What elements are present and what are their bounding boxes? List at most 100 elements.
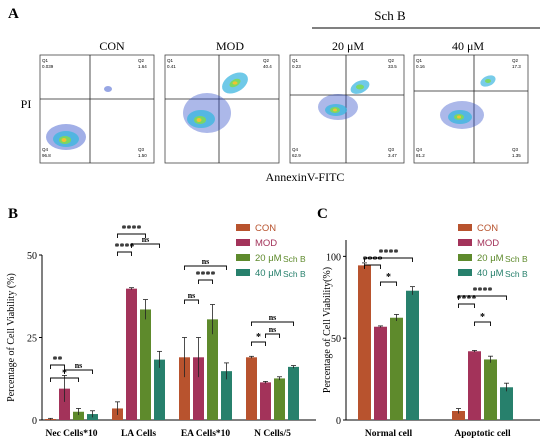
quadrant-q3-value: 1.35 [512,153,521,158]
significance-label: * [62,368,67,379]
quadrant-q2-name: Q2 [263,58,270,63]
flow-panel-20um: Q1 0.23 Q2 33.5 Q4 62.9 Q3 3.47 [289,54,405,164]
flow-dot-cloud [440,75,496,129]
significance-label: **** [473,286,493,297]
bar [274,378,285,420]
pi-axis-label: PI [21,97,32,111]
significance-bracket [265,333,280,338]
quadrant-q1-name: Q1 [42,58,49,63]
quadrant-q4-value: 96.8 [42,153,51,158]
bar [246,357,257,420]
significance-bracket [131,243,160,248]
sch-b-group-label: Sch B [374,8,406,23]
quadrant-q2-value: 17.3 [512,64,521,69]
quadrant-q1-name: Q1 [292,58,299,63]
y-tick-label: 0 [336,416,341,427]
flow-dot-cloud [183,72,248,133]
bar [154,359,165,420]
chart-b: 0 25 50 Percentage of Cell Viability (%) Nec… [6,223,316,439]
significance-bracket [474,321,491,326]
bar [288,366,299,420]
x-category-label: Apoptotic cell [454,429,511,439]
quadrant-q2-name: Q2 [388,58,395,63]
y-tick-label: 100 [326,252,341,263]
significance-label: * [386,272,391,283]
significance-bracket [50,377,79,382]
significance-bracket [364,264,381,269]
legend-label: 20 μM [255,253,282,264]
quadrant-q4-value: 81.2 [416,153,425,158]
quadrant-q3-value: 1.50 [138,153,147,158]
significance-label: **** [122,224,142,235]
legend-label: CON [477,223,498,234]
bar [260,382,271,420]
bar [126,288,137,420]
quadrant-q4-value: 62.9 [292,153,301,158]
quadrant-q1-name: Q1 [167,58,174,63]
quadrant-q1-value: 0.23 [292,64,301,69]
quadrant-q1-value: 0.039 [42,64,54,69]
quadrant-q4-name: Q4 [42,147,49,152]
legend-swatch [236,269,250,276]
significance-label: **** [363,255,383,266]
bar [207,319,218,420]
flow-panel-title-40um: 40 μM [452,39,484,53]
panel-a-label: A [8,6,19,22]
bar [179,357,190,420]
significance-label: **** [379,248,399,259]
legend-swatch [236,239,250,246]
y-tick-label: 0 [32,416,37,427]
bar [374,326,387,420]
bar [390,317,403,420]
legend-swatch [458,269,472,276]
legend-label: 40 μM [477,268,504,279]
x-category-label: Normal cell [365,429,413,439]
annexin-axis-label: AnnexinV-FITC [266,170,345,184]
flow-panel-40um: Q1 0.16 Q2 17.3 Q4 81.2 Q3 1.35 [413,54,529,164]
flow-panel-title-con: CON [99,39,125,53]
significance-label: ns [142,235,150,244]
quadrant-q4-name: Q4 [292,147,299,152]
y-axis-title: Percentage of Cell Viability(%) [322,267,333,393]
flow-dot-cloud [318,80,370,120]
quadrant-q1-name: Q1 [416,58,423,63]
x-category-label: EA Cells*10 [181,429,231,439]
significance-label: * [256,332,261,343]
flow-panel-title-20um: 20 μM [332,39,364,53]
y-tick-label: 50 [331,334,341,345]
significance-bracket [380,281,397,286]
legend-label: 40 μM [255,268,282,279]
bar [221,371,232,420]
legend-suffix: Sch B [505,269,528,279]
significance-bracket [458,303,475,308]
significance-bracket [364,257,413,262]
significance-bracket [251,341,266,346]
significance-bracket [458,295,507,300]
y-axis-title: Percentage of Cell Viability (%) [6,273,17,402]
legend-swatch [236,254,250,261]
flow-panel-title-mod: MOD [216,39,244,53]
quadrant-q2-name: Q2 [138,58,145,63]
flow-panel-mod: Q1 0.41 Q2 40.4 [164,54,280,164]
quadrant-q2-value: 1.64 [138,64,147,69]
flow-plot-frame [289,54,405,164]
x-category-label: N Cells/5 [254,429,291,439]
bar [73,411,84,420]
quadrant-q4-name: Q4 [416,147,423,152]
significance-label: **** [457,294,477,305]
bar [500,387,513,420]
significance-label: ** [53,355,63,366]
bar [193,357,204,420]
x-category-label: Nec Cells*10 [46,429,98,439]
legend-swatch [458,239,472,246]
significance-bracket [50,364,65,369]
significance-label: ns [269,313,277,322]
quadrant-q3-name: Q3 [388,147,395,152]
quadrant-q1-value: 0.41 [167,64,176,69]
legend-swatch [458,224,472,231]
bar [140,309,151,420]
legend-suffix: Sch B [283,269,306,279]
flow-plot-frame [164,54,280,164]
quadrant-q3-value: 3.47 [388,153,397,158]
